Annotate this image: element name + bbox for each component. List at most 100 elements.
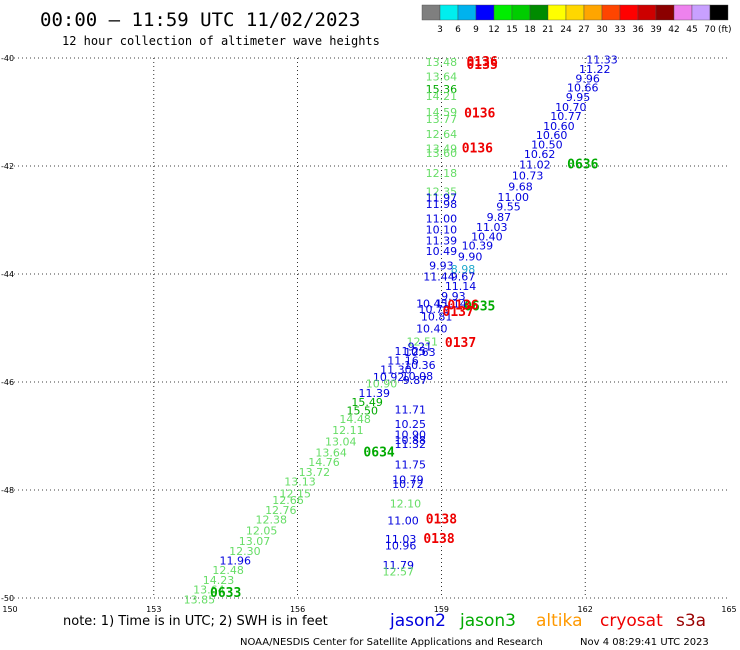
colorbar-label: 45 bbox=[686, 25, 697, 35]
wave-height-label: 10.62 bbox=[524, 148, 556, 161]
wave-height-label: 10.40 bbox=[471, 231, 503, 244]
wave-height-label: 10.08 bbox=[402, 370, 434, 383]
colorbar-label: 36 bbox=[632, 25, 644, 35]
wave-height-label: 12.30 bbox=[229, 545, 261, 558]
wave-height-label: 11.00 bbox=[387, 515, 419, 528]
wave-height-label: 12.64 bbox=[426, 128, 458, 141]
wave-height-label: 12.48 bbox=[212, 564, 244, 577]
colorbar-swatch bbox=[673, 4, 693, 21]
y-tick-label: -42 bbox=[1, 162, 14, 171]
wave-height-label: 11.39 bbox=[426, 234, 458, 247]
colorbar: 3 6 9 12 15 18 21 24 27 30 33 36 39 42 45 70 (ft) bbox=[421, 4, 732, 35]
wave-height-label: 10.36 bbox=[404, 359, 436, 372]
wave-height-label: 13.60 bbox=[426, 147, 458, 160]
wave-height-label: 15.36 bbox=[426, 83, 458, 96]
wave-height-label: 10.60 bbox=[543, 120, 575, 133]
wave-height-label: 13.77 bbox=[426, 113, 458, 126]
wave-height-label: 11.97 bbox=[426, 192, 458, 205]
legend-entry: s3a bbox=[676, 611, 706, 631]
colorbar-label: 39 bbox=[650, 25, 662, 35]
colorbar-label: 42 bbox=[668, 25, 679, 35]
track-time-label: 0137 bbox=[445, 336, 476, 351]
wave-height-label: 12.11 bbox=[332, 424, 364, 437]
track-time-label: 0136 bbox=[447, 299, 478, 314]
wave-height-label: 12.66 bbox=[272, 494, 304, 507]
track-time-labels: 0136013501360136063606350136013701370634… bbox=[210, 55, 599, 601]
wave-height-label: 10.79 bbox=[392, 474, 424, 487]
x-tick-label: 165 bbox=[721, 605, 736, 614]
wave-height-values: 13.4813.6415.3614.2114.5913.7712.6413.49… bbox=[184, 53, 618, 606]
wave-height-label: 12.35 bbox=[426, 186, 458, 199]
colorbar-swatch bbox=[709, 4, 729, 21]
wave-height-label: 13.72 bbox=[299, 466, 331, 479]
colorbar-swatch bbox=[493, 4, 513, 21]
colorbar-swatch bbox=[691, 4, 711, 21]
wave-height-label: 13.64 bbox=[426, 71, 458, 84]
x-tick-label: 153 bbox=[146, 605, 161, 614]
y-tick-label: -46 bbox=[1, 378, 14, 387]
wave-height-label: 10.88 bbox=[394, 434, 426, 447]
colorbar-label: 15 bbox=[506, 25, 517, 35]
wave-height-label: 11.14 bbox=[435, 297, 467, 310]
colorbar-swatch bbox=[655, 4, 675, 21]
wave-height-label: 13.48 bbox=[426, 56, 458, 69]
wave-height-label: 9.87 bbox=[403, 374, 428, 387]
wave-height-label: 14.48 bbox=[339, 413, 371, 426]
wave-height-label: 11.00 bbox=[426, 213, 458, 226]
wave-height-label: 12.15 bbox=[279, 488, 311, 501]
wave-height-label: 11.75 bbox=[394, 458, 426, 471]
colorbar-swatch bbox=[565, 4, 585, 21]
colorbar-swatch bbox=[637, 4, 657, 21]
wave-height-label: 13.85 bbox=[184, 593, 216, 606]
wave-height-label: 8.98 bbox=[451, 263, 476, 276]
colorbar-label: 18 bbox=[524, 25, 536, 35]
footer-timestamp: Nov 4 08:29:41 UTC 2023 bbox=[580, 637, 709, 648]
colorbar-swatch bbox=[511, 4, 531, 21]
wave-height-label: 12.76 bbox=[265, 504, 297, 517]
wave-height-label: 9.21 bbox=[408, 341, 433, 354]
axis-tick-labels: 150 153 156 159 162 165 -40 -42 -44 -46 -48 -50 bbox=[1, 54, 737, 614]
colorbar-swatch bbox=[439, 4, 459, 21]
chart-title: 00:00 – 11:59 UTC 11/02/2023 bbox=[40, 9, 360, 31]
wave-height-label: 10.77 bbox=[550, 110, 582, 123]
colorbar-label: 70 bbox=[704, 25, 716, 35]
track-time-label: 0138 bbox=[423, 532, 454, 547]
wave-height-label: 11.96 bbox=[220, 555, 252, 568]
wave-height-label: 13.64 bbox=[315, 447, 347, 460]
wave-height-label: 9.87 bbox=[487, 211, 512, 224]
colorbar-swatch bbox=[619, 4, 639, 21]
wave-height-label: 10.10 bbox=[426, 224, 458, 237]
colorbar-label: 21 bbox=[542, 25, 553, 35]
wave-height-label: 12.10 bbox=[390, 497, 422, 510]
chart-subtitle: 12 hour collection of altimeter wave hei… bbox=[62, 34, 380, 48]
wave-height-label: 11.22 bbox=[579, 63, 611, 76]
footer-note: note: 1) Time is in UTC; 2) SWH is in fe… bbox=[63, 614, 328, 629]
track-time-label: 0635 bbox=[464, 300, 495, 315]
y-tick-label: -50 bbox=[1, 594, 14, 603]
track-time-label: 0636 bbox=[567, 158, 598, 173]
legend-entry: altika bbox=[536, 611, 583, 631]
wave-height-label: 10.92 bbox=[373, 371, 405, 384]
track-time-label: 0634 bbox=[363, 446, 394, 461]
legend-entry: jason2 bbox=[389, 611, 446, 631]
wave-height-label: 13.04 bbox=[325, 436, 357, 449]
wave-height-label: 15.49 bbox=[351, 396, 383, 409]
wave-height-label: 11.71 bbox=[394, 403, 426, 416]
wave-height-label: 10.81 bbox=[421, 310, 453, 323]
wave-height-label: 10.25 bbox=[394, 418, 426, 431]
wave-height-label: 10.90 bbox=[366, 377, 398, 390]
wave-height-label: 11.02 bbox=[519, 159, 551, 172]
x-tick-label: 150 bbox=[2, 605, 17, 614]
colorbar-swatch bbox=[529, 4, 549, 21]
legend-entry: jason3 bbox=[459, 611, 516, 631]
colorbar-label: 27 bbox=[578, 25, 589, 35]
colorbar-label: 6 bbox=[455, 25, 461, 35]
wave-height-label: 12.38 bbox=[255, 513, 287, 526]
wave-height-label: 15.50 bbox=[347, 404, 379, 417]
wave-height-label: 11.32 bbox=[394, 438, 426, 451]
wave-height-label: 11.03 bbox=[385, 533, 417, 546]
wave-height-label: 9.90 bbox=[458, 251, 483, 264]
wave-height-label: 11.14 bbox=[445, 280, 477, 293]
wave-height-label: 9.55 bbox=[496, 200, 521, 213]
